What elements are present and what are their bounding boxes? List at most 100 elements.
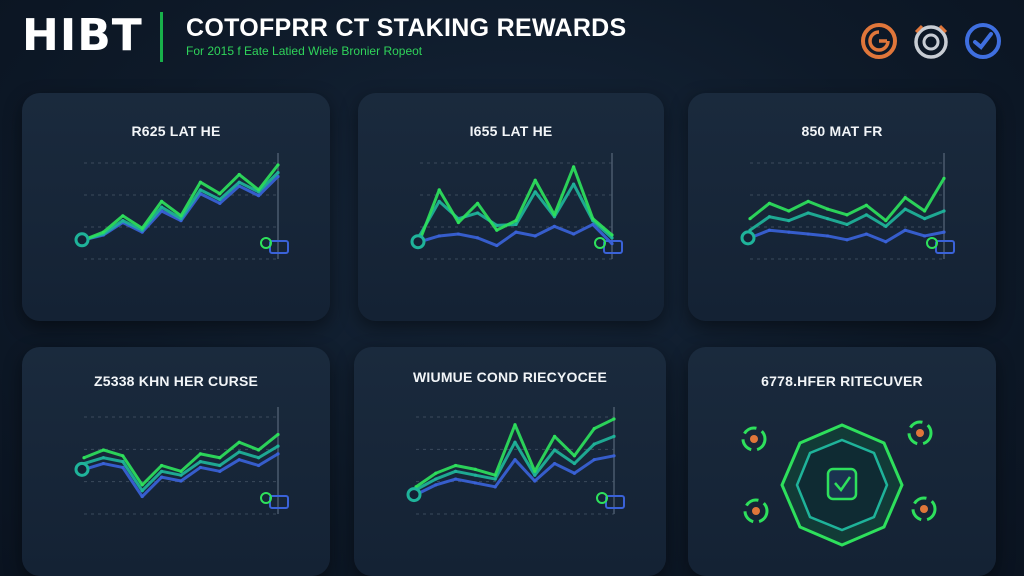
data-point xyxy=(160,463,164,468)
end-marker xyxy=(260,492,272,504)
data-point xyxy=(160,475,164,479)
data-point xyxy=(434,483,438,487)
logo: HIBT xyxy=(22,10,143,61)
data-point xyxy=(218,463,222,468)
data-point xyxy=(276,452,280,456)
data-point xyxy=(493,485,497,489)
data-point xyxy=(610,233,614,237)
data-point xyxy=(140,483,144,487)
data-point xyxy=(140,489,144,493)
data-point xyxy=(533,469,537,473)
data-point xyxy=(101,230,105,234)
data-point xyxy=(864,232,868,236)
data-point xyxy=(826,207,830,211)
data-point xyxy=(767,228,771,232)
data-point xyxy=(179,473,183,477)
start-marker xyxy=(74,461,90,477)
data-point xyxy=(473,481,477,485)
data-point xyxy=(218,456,222,460)
data-point xyxy=(826,217,830,221)
data-point xyxy=(121,219,125,223)
data-point xyxy=(476,236,480,240)
data-point xyxy=(572,165,576,169)
data-point xyxy=(864,213,868,217)
data-point xyxy=(179,479,183,483)
data-point xyxy=(552,224,556,228)
data-point xyxy=(610,242,614,246)
start-marker xyxy=(740,230,756,246)
header: HIBT COTOFPRR CT STAKING REWARDS For 201… xyxy=(0,0,1024,80)
data-point xyxy=(140,226,144,230)
data-point xyxy=(257,194,261,198)
end-marker xyxy=(260,237,272,249)
data-point xyxy=(257,463,261,468)
start-marker xyxy=(406,487,422,503)
end-badge-icon xyxy=(935,240,955,254)
node-icon xyxy=(741,426,767,452)
data-point xyxy=(454,477,458,481)
data-point xyxy=(572,232,576,236)
data-point xyxy=(476,201,480,205)
shield-icon xyxy=(826,467,858,501)
data-point xyxy=(237,440,241,444)
data-point xyxy=(942,209,946,213)
data-point xyxy=(748,217,752,221)
data-point xyxy=(179,214,183,218)
target-icon[interactable] xyxy=(912,22,950,60)
data-point xyxy=(198,465,202,470)
data-point xyxy=(514,230,518,234)
data-point xyxy=(787,219,791,223)
data-point xyxy=(884,219,888,223)
data-point xyxy=(257,188,261,192)
data-point xyxy=(903,228,907,232)
data-point xyxy=(787,209,791,213)
data-point xyxy=(473,473,477,477)
line-chart xyxy=(74,407,289,515)
start-marker xyxy=(74,232,90,248)
data-point xyxy=(121,214,125,218)
data-point xyxy=(923,234,927,238)
data-point xyxy=(121,460,125,464)
data-point xyxy=(276,444,280,448)
data-point xyxy=(473,467,477,471)
data-point xyxy=(101,456,105,460)
data-point xyxy=(454,469,458,473)
data-point xyxy=(495,228,499,232)
data-point xyxy=(592,427,596,431)
header-icons xyxy=(860,22,1002,60)
data-point xyxy=(437,199,441,203)
data-point xyxy=(160,199,164,203)
data-point xyxy=(493,473,497,477)
node-icon xyxy=(907,420,933,446)
refresh-icon[interactable] xyxy=(860,22,898,60)
data-point xyxy=(121,465,125,470)
data-point xyxy=(437,234,441,238)
data-point xyxy=(903,195,907,200)
data-point xyxy=(533,190,537,194)
data-point xyxy=(276,171,280,175)
data-point xyxy=(140,494,144,499)
check-badge-icon[interactable] xyxy=(964,22,1002,60)
data-point xyxy=(257,456,261,460)
end-marker xyxy=(594,237,606,249)
data-point xyxy=(612,417,616,421)
data-point xyxy=(903,207,907,211)
chart-panel-1: R625 LAT HE xyxy=(22,93,330,321)
data-point xyxy=(276,432,280,437)
data-point xyxy=(514,222,518,227)
data-point xyxy=(592,458,596,462)
data-point xyxy=(198,180,202,184)
series-line xyxy=(419,222,614,248)
data-point xyxy=(533,178,537,182)
data-point xyxy=(553,448,557,452)
page-title: COTOFPRR CT STAKING REWARDS xyxy=(186,14,627,42)
data-point xyxy=(218,201,222,205)
data-point xyxy=(257,448,261,452)
data-point xyxy=(806,232,810,236)
data-point xyxy=(767,215,771,219)
data-point xyxy=(160,469,164,473)
data-point xyxy=(533,234,537,238)
data-point xyxy=(612,434,616,438)
data-point xyxy=(806,199,810,203)
data-point xyxy=(179,469,183,473)
